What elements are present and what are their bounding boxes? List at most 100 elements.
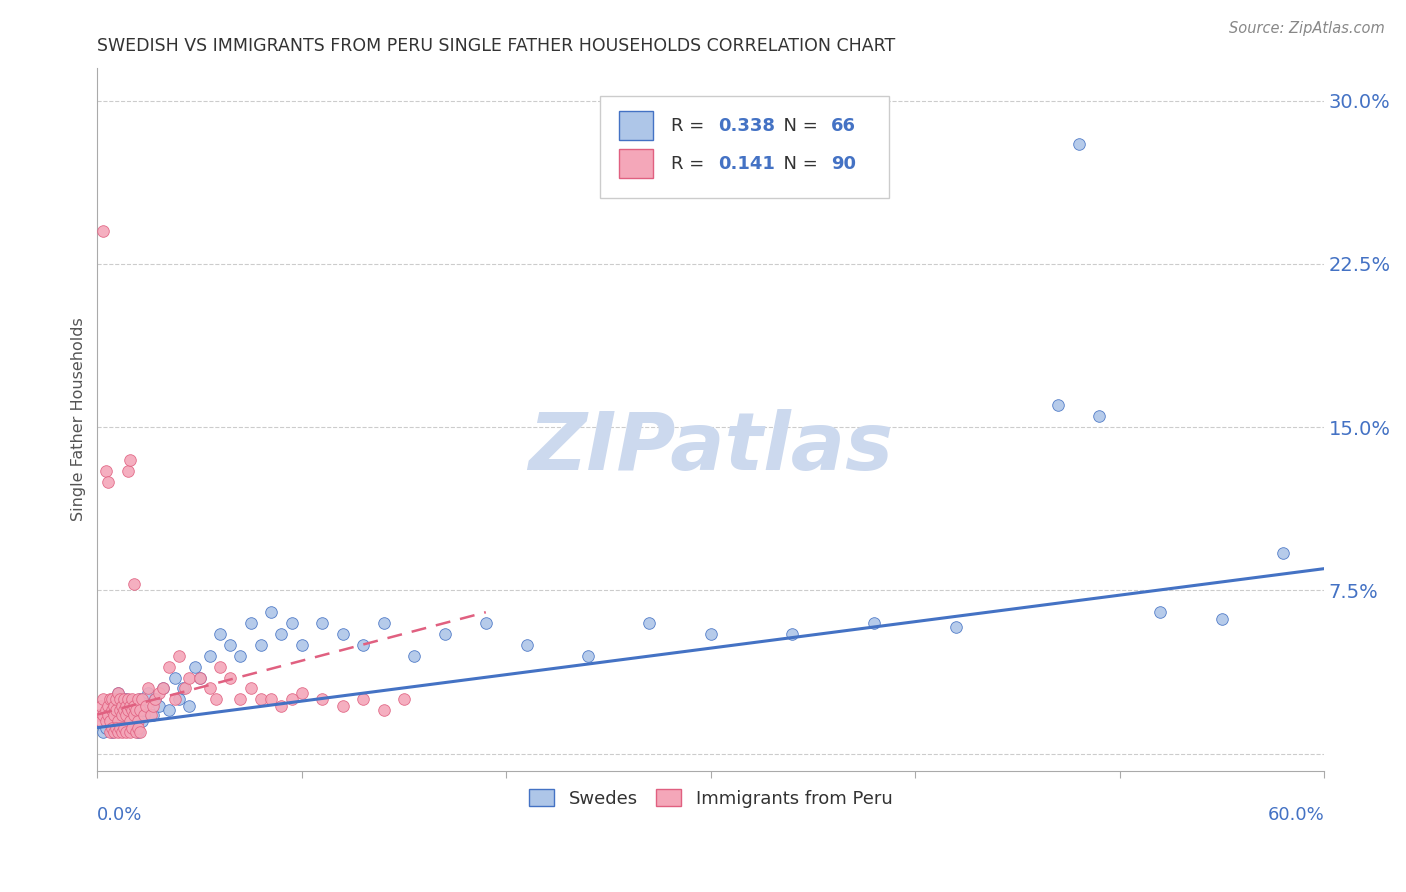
- Point: [433, 627, 456, 641]
- Point: [280, 692, 302, 706]
- Text: N =: N =: [772, 117, 824, 135]
- Point: [104, 703, 127, 717]
- Point: [94, 721, 117, 735]
- Point: [163, 671, 186, 685]
- Point: [1211, 612, 1233, 626]
- Point: [98, 725, 121, 739]
- Point: [373, 703, 395, 717]
- Point: [125, 698, 148, 713]
- Point: [104, 714, 127, 728]
- Point: [184, 659, 207, 673]
- Point: [945, 620, 967, 634]
- Point: [270, 627, 292, 641]
- Point: [93, 692, 115, 706]
- Text: N =: N =: [772, 154, 824, 172]
- Point: [198, 648, 221, 663]
- Point: [115, 725, 138, 739]
- Point: [125, 725, 148, 739]
- Point: [120, 453, 142, 467]
- Point: [127, 714, 149, 728]
- Point: [103, 725, 125, 739]
- Point: [699, 627, 721, 641]
- Point: [270, 698, 292, 713]
- Point: [280, 616, 302, 631]
- Point: [198, 681, 221, 696]
- Point: [103, 707, 125, 722]
- Point: [1272, 546, 1295, 560]
- Point: [188, 671, 211, 685]
- Point: [138, 681, 160, 696]
- Point: [111, 707, 134, 722]
- Point: [782, 627, 804, 641]
- Point: [121, 703, 143, 717]
- Point: [120, 714, 142, 728]
- Point: [167, 648, 190, 663]
- Point: [107, 703, 129, 717]
- Point: [167, 692, 190, 706]
- Point: [135, 698, 157, 713]
- Point: [120, 725, 142, 739]
- Point: [98, 692, 121, 706]
- Point: [121, 721, 143, 735]
- Point: [250, 638, 273, 652]
- Point: [127, 692, 149, 706]
- Point: [108, 714, 131, 728]
- Point: [152, 681, 174, 696]
- Point: [131, 714, 153, 728]
- Point: [93, 725, 115, 739]
- Point: [90, 714, 112, 728]
- Point: [122, 707, 145, 722]
- FancyBboxPatch shape: [619, 149, 652, 178]
- Point: [107, 686, 129, 700]
- Point: [112, 721, 135, 735]
- Point: [107, 714, 129, 728]
- Point: [1047, 398, 1070, 412]
- Point: [111, 725, 134, 739]
- Point: [112, 692, 135, 706]
- Point: [516, 638, 538, 652]
- Point: [174, 681, 197, 696]
- Point: [475, 616, 498, 631]
- Point: [250, 692, 273, 706]
- Point: [311, 692, 333, 706]
- Point: [291, 638, 314, 652]
- Text: Source: ZipAtlas.com: Source: ZipAtlas.com: [1229, 21, 1385, 36]
- Point: [122, 577, 145, 591]
- Point: [239, 681, 262, 696]
- Text: 60.0%: 60.0%: [1267, 806, 1324, 824]
- Point: [112, 703, 135, 717]
- Text: R =: R =: [672, 154, 710, 172]
- Point: [98, 714, 121, 728]
- Point: [89, 707, 111, 722]
- Point: [311, 616, 333, 631]
- Point: [122, 698, 145, 713]
- Point: [141, 707, 163, 722]
- Point: [139, 707, 162, 722]
- Point: [163, 692, 186, 706]
- Point: [115, 698, 138, 713]
- FancyBboxPatch shape: [600, 96, 889, 198]
- Point: [97, 475, 120, 489]
- Point: [219, 671, 242, 685]
- Point: [107, 686, 129, 700]
- Point: [117, 464, 139, 478]
- Point: [129, 703, 152, 717]
- Point: [157, 703, 180, 717]
- Point: [208, 659, 231, 673]
- Point: [93, 224, 115, 238]
- Point: [93, 707, 115, 722]
- Point: [97, 698, 120, 713]
- Point: [121, 692, 143, 706]
- Point: [1149, 605, 1171, 619]
- Point: [115, 692, 138, 706]
- Point: [148, 698, 170, 713]
- Point: [332, 698, 354, 713]
- Y-axis label: Single Father Households: Single Father Households: [72, 318, 86, 522]
- Point: [103, 692, 125, 706]
- Point: [94, 464, 117, 478]
- Text: 0.338: 0.338: [718, 117, 775, 135]
- Text: SWEDISH VS IMMIGRANTS FROM PERU SINGLE FATHER HOUSEHOLDS CORRELATION CHART: SWEDISH VS IMMIGRANTS FROM PERU SINGLE F…: [97, 37, 896, 55]
- Point: [94, 714, 117, 728]
- Point: [98, 707, 121, 722]
- Point: [117, 692, 139, 706]
